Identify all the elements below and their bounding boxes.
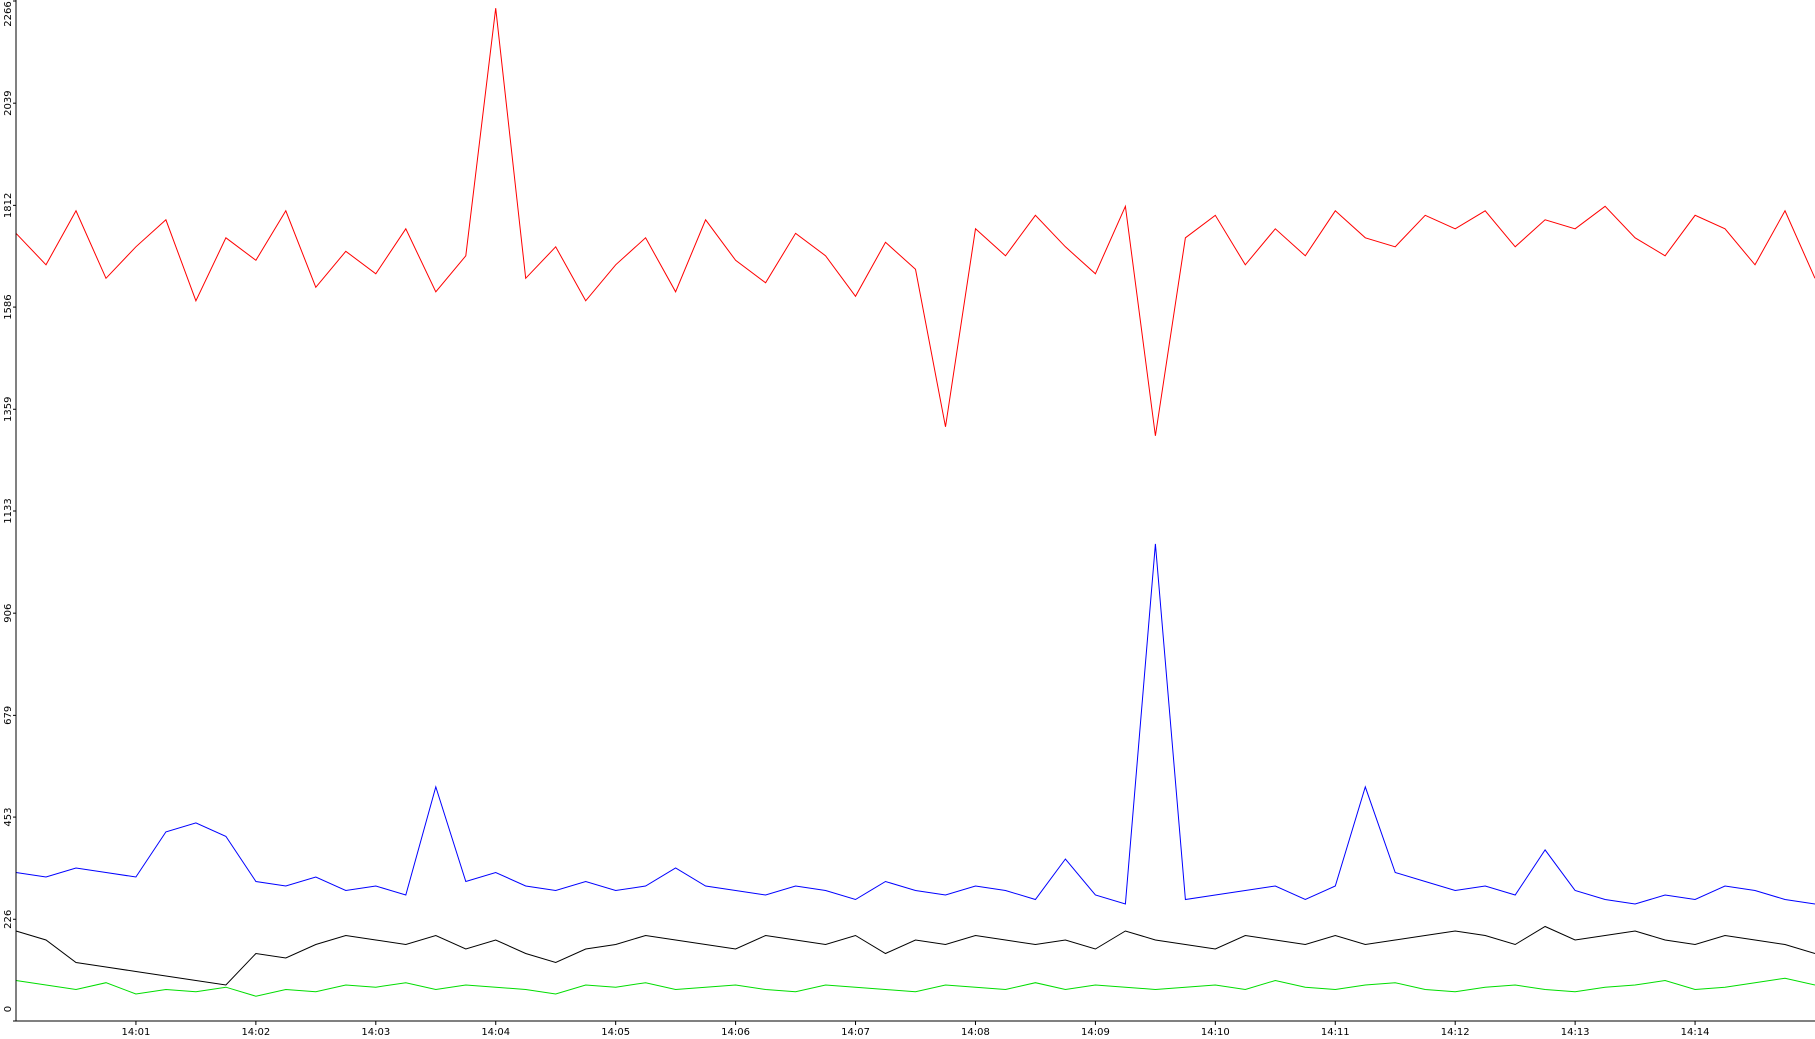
y-tick-label: 2266	[3, 1, 14, 26]
y-tick-label: 0	[3, 1006, 14, 1012]
x-tick-label: 14:06	[721, 1027, 750, 1038]
series-line	[15, 925, 1815, 986]
x-tick-label: 14:08	[961, 1027, 990, 1038]
y-tick-label: 1812	[3, 193, 14, 218]
x-tick-label: 14:11	[1321, 1027, 1350, 1038]
x-tick-label: 14:13	[1561, 1027, 1590, 1038]
x-tick-label: 14:10	[1201, 1027, 1230, 1038]
y-tick-label: 1133	[3, 498, 14, 523]
x-tick-label: 14:14	[1681, 1027, 1710, 1038]
x-tick-label: 14:02	[241, 1027, 270, 1038]
y-tick-label: 1359	[3, 397, 14, 422]
x-tick-label: 14:07	[841, 1027, 870, 1038]
x-tick-label: 14:04	[481, 1027, 510, 1038]
x-tick-label: 14:01	[122, 1027, 151, 1038]
x-tick-label: 14:09	[1081, 1027, 1110, 1038]
y-tick-label: 226	[3, 910, 14, 929]
y-tick-label: 2039	[3, 90, 14, 115]
series-line	[15, 543, 1815, 905]
x-tick-label: 14:05	[601, 1027, 630, 1038]
x-tick-label: 14:12	[1441, 1027, 1470, 1038]
x-tick-label: 14:03	[361, 1027, 390, 1038]
y-tick-label: 906	[3, 604, 14, 623]
series-line	[15, 977, 1815, 997]
series-line	[15, 8, 1815, 436]
y-tick-label: 453	[3, 808, 14, 827]
y-tick-label: 1586	[3, 294, 14, 319]
y-tick-label: 679	[3, 706, 14, 725]
